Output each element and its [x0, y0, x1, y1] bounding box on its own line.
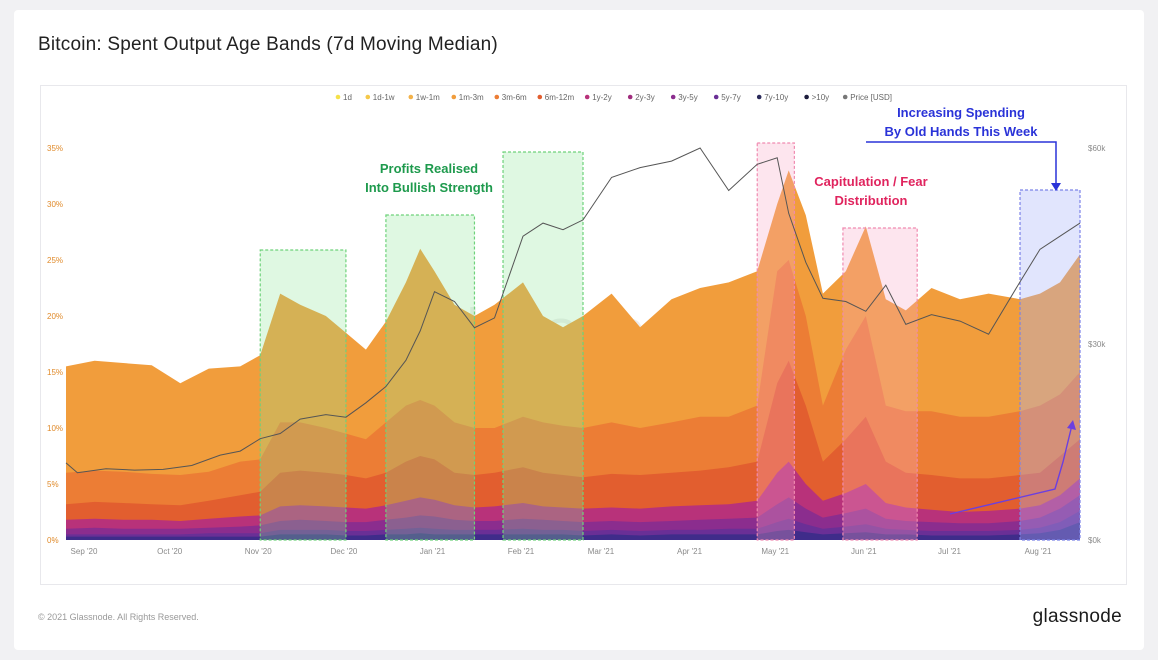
y-left-tick-label: 15% — [47, 368, 63, 377]
chart-title: Bitcoin: Spent Output Age Bands (7d Movi… — [38, 34, 498, 55]
legend-swatch — [335, 94, 341, 100]
copyright-footer: © 2021 Glassnode. All Rights Reserved. — [38, 612, 199, 622]
legend-label: Price [USD] — [850, 93, 892, 102]
price-line — [65, 147, 1081, 474]
highlight-box — [385, 214, 476, 541]
legend-swatch — [584, 94, 590, 100]
y-right-tick-label: $30k — [1088, 340, 1106, 349]
legend-swatch — [365, 94, 371, 100]
highlight-box — [756, 142, 795, 541]
legend-label: >10y — [812, 93, 830, 102]
legend-swatch — [804, 94, 809, 100]
annotation-text: Into Bullish Strength — [365, 180, 493, 195]
legend-swatch — [537, 94, 543, 100]
annotation-text: Capitulation / Fear — [814, 174, 927, 189]
y-left-tick-label: 0% — [47, 536, 59, 545]
x-tick-label: Dec '20 — [330, 547, 357, 556]
area-series->10y — [66, 522, 1080, 540]
y-right-tick-label: $0k — [1088, 536, 1102, 545]
legend-swatch — [713, 94, 719, 100]
x-tick-label: Feb '21 — [508, 547, 535, 556]
legend-swatch — [627, 94, 633, 100]
y-right-tick-label: $60k — [1088, 144, 1106, 153]
x-tick-label: Nov '20 — [245, 547, 272, 556]
y-left-tick-label: 35% — [47, 144, 63, 153]
highlight-box — [502, 151, 584, 541]
highlight-box — [842, 227, 918, 541]
annotation-text: Increasing Spending — [897, 105, 1025, 120]
x-tick-label: Jun '21 — [851, 547, 877, 556]
legend-swatch — [451, 94, 457, 100]
x-tick-label: Mar '21 — [588, 547, 615, 556]
highlight-box — [1019, 189, 1081, 541]
x-tick-label: Aug '21 — [1025, 547, 1052, 556]
x-tick-label: Sep '20 — [71, 547, 98, 556]
x-tick-label: Oct '20 — [157, 547, 183, 556]
glassnode-logo: glassnode — [1032, 606, 1122, 627]
legend-label: 3y-5y — [678, 93, 698, 102]
annotation-text: Profits Realised — [380, 161, 478, 176]
legend-label: 6m-12m — [545, 93, 575, 102]
y-left-tick-label: 30% — [47, 200, 63, 209]
annotation-arrowhead — [1051, 183, 1061, 191]
legend-swatch — [494, 94, 500, 100]
y-left-tick-label: 20% — [47, 312, 63, 321]
x-tick-label: Jul '21 — [938, 547, 961, 556]
annotation-text: Distribution — [835, 193, 908, 208]
legend-label: 5y-7y — [721, 93, 741, 102]
highlight-box — [259, 249, 347, 541]
trend-arrowhead — [1067, 420, 1076, 430]
y-left-tick-label: 10% — [47, 424, 63, 433]
y-left-tick-label: 5% — [47, 480, 59, 489]
annotation-text: By Old Hands This Week — [885, 124, 1039, 139]
legend-label: 7y-10y — [764, 93, 788, 102]
x-tick-label: Jan '21 — [420, 547, 446, 556]
legend-label: 1d — [343, 93, 352, 102]
area-series-2y-3y — [66, 510, 1080, 540]
legend-label: 1y-2y — [592, 93, 612, 102]
area-series-3m-6m — [66, 360, 1080, 540]
legend-label: 3m-6m — [502, 93, 527, 102]
annotation-arrow — [866, 141, 1057, 186]
x-tick-label: May '21 — [761, 547, 789, 556]
legend-swatch — [842, 94, 848, 100]
legend-label: 2y-3y — [635, 93, 655, 102]
legend-swatch — [756, 94, 762, 100]
y-left-tick-label: 25% — [47, 256, 63, 265]
legend-label: 1w-1m — [416, 93, 440, 102]
legend-label: 1m-3m — [459, 93, 484, 102]
legend-label: 1d-1w — [373, 93, 395, 102]
trend-arrow — [949, 424, 1073, 515]
legend-swatch — [670, 94, 676, 100]
x-tick-label: Apr '21 — [677, 547, 703, 556]
legend-swatch — [408, 94, 414, 100]
